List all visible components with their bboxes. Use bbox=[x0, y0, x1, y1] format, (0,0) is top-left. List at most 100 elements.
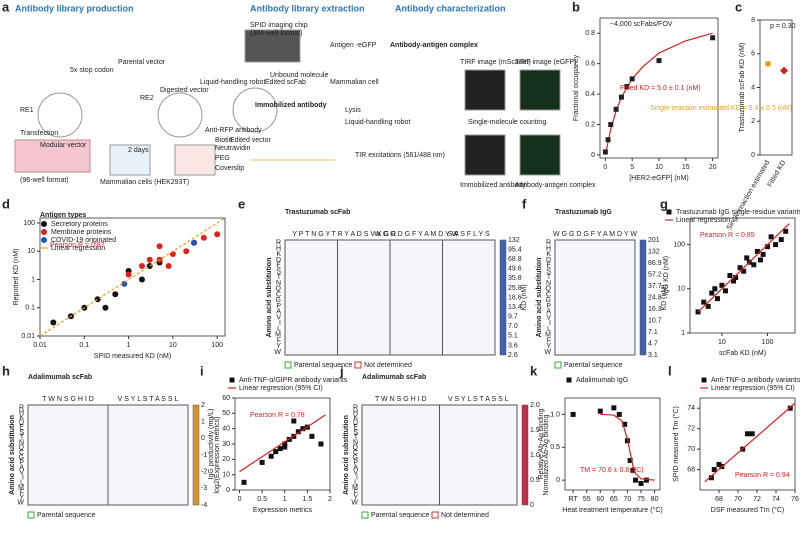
plot-frame bbox=[699, 397, 796, 491]
y-tick-label: 1 bbox=[31, 276, 35, 283]
heatmap-title: Adalimumab scFab bbox=[362, 374, 426, 381]
plot-frame bbox=[689, 217, 796, 334]
row-label: Q bbox=[546, 286, 552, 293]
colorbar-tick: 24.8 bbox=[648, 294, 662, 301]
legend-swatch bbox=[27, 511, 35, 519]
y-tick-label: 50 bbox=[222, 410, 230, 417]
row-label: M bbox=[18, 484, 24, 491]
point bbox=[300, 426, 306, 432]
y-tick-label: 0.1 bbox=[25, 305, 35, 312]
x-axis-label: [HER2-eGFP] (nM) bbox=[629, 175, 689, 182]
point bbox=[156, 243, 163, 250]
row-label: F bbox=[547, 337, 551, 344]
line bbox=[600, 413, 655, 481]
x-tick-label: 100 bbox=[211, 342, 223, 349]
row-label: K bbox=[353, 414, 358, 421]
x-tick-label: 20 bbox=[709, 164, 717, 171]
point bbox=[765, 60, 771, 67]
row-label: C bbox=[353, 449, 358, 456]
x-tick-label: 70 bbox=[734, 496, 742, 503]
point bbox=[291, 418, 297, 424]
colorbar-tick: 13.4 bbox=[508, 304, 522, 311]
colorbar-tick: -1 bbox=[201, 452, 207, 459]
y-tick-label: 20 bbox=[222, 456, 230, 463]
row-label: V bbox=[353, 469, 358, 476]
point bbox=[778, 237, 784, 243]
row-label: E bbox=[353, 424, 358, 431]
legend-title: Antigen types bbox=[40, 212, 86, 219]
colorbar-tick: 7.0 bbox=[508, 323, 518, 330]
point bbox=[711, 467, 717, 473]
point bbox=[146, 256, 153, 263]
y-axis-label: Trastuzumab scFab KD (nM) bbox=[739, 43, 746, 133]
colorbar-tick: 0 bbox=[530, 502, 534, 509]
schematic-label: RE2 bbox=[140, 95, 154, 102]
colorbar-tick: 9.7 bbox=[508, 314, 518, 321]
legend-label: Linear regression (95% CI) bbox=[239, 385, 323, 392]
point bbox=[783, 228, 789, 234]
point bbox=[608, 122, 614, 128]
row-label: G bbox=[353, 454, 358, 461]
y-tick-label: 68 bbox=[687, 466, 695, 473]
colorbar-tick: 68.8 bbox=[508, 256, 522, 263]
point bbox=[138, 276, 145, 283]
colorbar bbox=[499, 239, 507, 356]
heatmap-title: Trastuzumab scFab bbox=[285, 209, 350, 216]
y-tick-label: 0.01 bbox=[21, 333, 35, 340]
plot-frame bbox=[39, 217, 226, 337]
y-tick-label: 10 bbox=[27, 248, 35, 255]
row-label: N bbox=[353, 439, 358, 446]
row-label: G bbox=[19, 454, 24, 461]
x-tick-label: 74 bbox=[772, 496, 780, 503]
plot-frame bbox=[564, 397, 661, 491]
row-label: M bbox=[352, 484, 358, 491]
schematic-label: Digested vector bbox=[160, 87, 209, 94]
schematic-label: Liquid-handling robot bbox=[200, 79, 265, 86]
colorbar-tick: 1.5 bbox=[530, 427, 540, 434]
row-label: L bbox=[547, 326, 551, 333]
y-axis-label: SPID measured Tm (°C) bbox=[672, 406, 680, 482]
row-label: V bbox=[19, 469, 24, 476]
colorbar-tick: 2.0 bbox=[530, 402, 540, 409]
schematic-label: Coverslip bbox=[215, 165, 244, 172]
row-label: I bbox=[22, 474, 24, 481]
colorbar-tick: 5.1 bbox=[508, 333, 518, 340]
schematic-label: Mammalian cells (HEK293T) bbox=[100, 179, 189, 186]
x-tick-label: 60 bbox=[596, 496, 604, 503]
y-tick-label: 8 bbox=[751, 17, 755, 24]
schematic-label: TIRF image (mScarlet) bbox=[460, 59, 531, 66]
schematic-label: Transfection bbox=[20, 130, 58, 137]
x-tick-label: 75 bbox=[637, 496, 645, 503]
annotation: Pearson R = 0.87 bbox=[50, 242, 105, 249]
point bbox=[622, 421, 628, 427]
row-label: E bbox=[546, 263, 551, 270]
sequence: V S Y L S T A S S L bbox=[118, 396, 179, 403]
point bbox=[309, 433, 315, 439]
colorbar-tick: 57.2 bbox=[648, 271, 662, 278]
point bbox=[183, 248, 190, 255]
point bbox=[638, 480, 644, 486]
heatmap-frame bbox=[554, 239, 636, 356]
point bbox=[125, 271, 132, 278]
annotation: Pearson R = 0.85 bbox=[700, 232, 755, 239]
panel-label: b bbox=[572, 0, 580, 14]
point bbox=[295, 429, 301, 435]
colorbar-tick: 3.6 bbox=[508, 342, 518, 349]
colorbar bbox=[639, 239, 647, 356]
row-label: H bbox=[353, 409, 358, 416]
row-label: M bbox=[275, 332, 281, 339]
line bbox=[697, 223, 790, 313]
schematic-label: SPID imaging chip bbox=[250, 22, 308, 29]
colorbar-tick: 4.7 bbox=[648, 340, 658, 347]
x-tick-label: 100 bbox=[762, 339, 774, 346]
colorbar-tick: 2 bbox=[201, 402, 205, 409]
schematic-label: Antibody-antigen complex bbox=[515, 182, 596, 189]
line bbox=[239, 414, 326, 473]
schematic-label: TIR excitations (561/488 nm) bbox=[355, 152, 445, 159]
point bbox=[611, 405, 617, 411]
schematic-label: PEG bbox=[215, 155, 230, 162]
row-label: I bbox=[279, 320, 281, 327]
row-label: R bbox=[276, 240, 281, 247]
point bbox=[710, 35, 716, 41]
row-label: Y bbox=[276, 343, 281, 350]
